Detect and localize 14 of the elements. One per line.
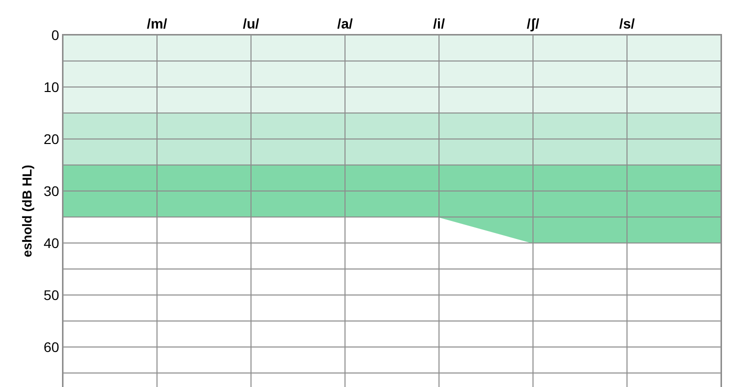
x-tick-label: /u/ xyxy=(242,15,260,32)
y-tick-label: 40 xyxy=(44,234,60,251)
y-tick-label: 0 xyxy=(51,26,60,43)
y-tick-label: 30 xyxy=(44,182,60,199)
y-tick-label: 50 xyxy=(44,286,60,303)
x-tick-label: /ʃ/ xyxy=(526,15,540,32)
x-tick-label: /m/ xyxy=(146,15,168,32)
y-axis-title: eshold (dB HL) xyxy=(20,164,35,258)
x-tick-label: /i/ xyxy=(433,15,445,32)
x-tick-label: /s/ xyxy=(619,15,635,32)
x-tick-label: /a/ xyxy=(337,15,353,32)
y-tick-label: 10 xyxy=(44,78,60,95)
y-tick-label: 60 xyxy=(44,338,60,355)
y-tick-label: 20 xyxy=(44,130,60,147)
